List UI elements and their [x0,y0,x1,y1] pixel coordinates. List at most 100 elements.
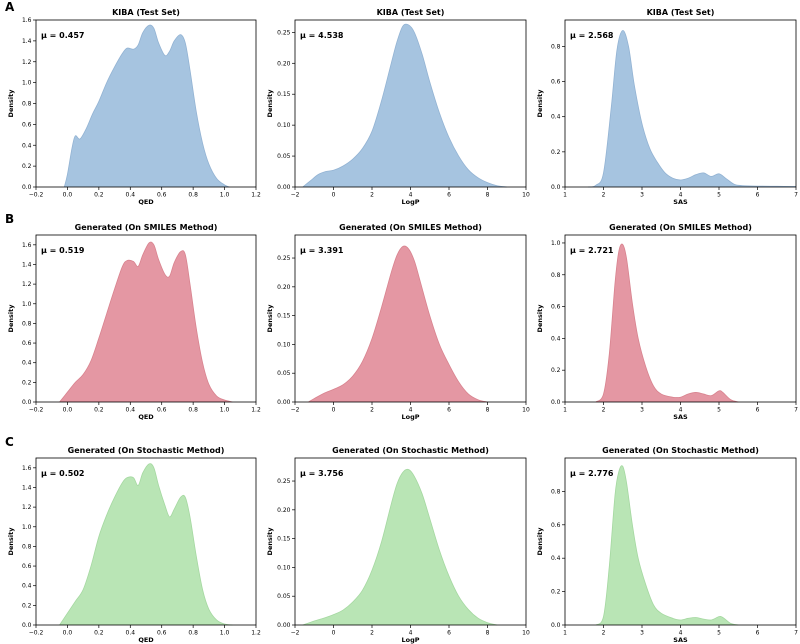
y-tick-label: 0.0 [22,622,32,629]
mean-annotation: μ = 3.756 [300,469,344,478]
x-tick-label: 10 [522,192,530,199]
y-tick-label: 0.4 [551,335,561,342]
density-area [302,469,498,625]
y-tick-label: 0.4 [551,114,561,121]
y-tick-label: 0.4 [551,555,561,562]
x-tick-label: 0.4 [126,192,136,199]
x-tick-label: 0.6 [157,192,167,199]
x-tick-label: 2 [602,192,606,199]
plot-frame [564,19,797,188]
x-tick-label: 5 [717,407,721,414]
x-tick-label: 0.0 [63,407,73,414]
y-tick-label: 1.2 [22,504,32,511]
y-tick-label: 0.15 [277,536,291,543]
x-tick-label: 4 [409,192,413,199]
y-tick-label: 0.10 [277,341,291,348]
x-tick-label: 5 [717,192,721,199]
x-tick-label: 0.2 [94,407,104,414]
y-tick-label: 0.0 [551,399,561,406]
chart-title: KIBA (Test Set) [377,8,445,17]
x-tick-label: 2 [602,630,606,637]
y-tick-label: 0.20 [277,284,291,291]
chart-a-3: 1 2 3 4 5 6 7 0.0 0.2 0.4 0.6 0.8 KIBA (Test Set) SAS… [536,8,798,206]
y-tick-label: 1.0 [551,240,561,247]
y-tick-label: 0.6 [22,563,32,570]
density-area [64,24,230,187]
x-tick-label: 7 [794,407,798,414]
density-area [59,463,233,625]
x-tick-label: 4 [679,192,683,199]
x-axis-label: QED [138,636,154,644]
x-axis-label: LogP [401,413,419,421]
x-tick-label: 5 [717,630,721,637]
charts-group: −0.2 0.0 0.2 0.4 0.6 0.8 1.0 1.2 0.0 0.2 0.4 0.6 0.8… [7,8,798,644]
x-tick-label: 0.8 [188,192,198,199]
chart-a-1: −0.2 0.0 0.2 0.4 0.6 0.8 1.0 1.20.00.20.40.60.8… [7,8,261,206]
x-tick-label: 2 [370,407,374,414]
plot-frame [564,457,797,626]
y-tick-label: 0.6 [22,340,32,347]
y-tick-label: 1.0 [22,80,32,87]
x-tick-label: 6 [756,192,760,199]
plot-frame [35,457,257,626]
y-tick-label: 0.2 [551,589,561,596]
y-tick-label: 0.00 [277,184,291,191]
density-area [595,244,739,402]
y-tick-label: 0.20 [277,60,291,67]
x-tick-label: 0.8 [188,407,198,414]
chart-title: KIBA (Test Set) [112,8,180,17]
x-tick-label: 6 [447,192,451,199]
x-tick-label: 0.2 [94,630,104,637]
x-tick-label: 4 [679,630,683,637]
x-tick-label: 7 [794,630,798,637]
y-axis-label: Density [536,304,544,333]
y-tick-label: 0.25 [277,478,291,485]
density-curve [595,465,739,626]
y-axis-label: Density [7,527,15,556]
x-axis-label: QED [138,413,154,421]
y-tick-label: 0.0 [551,622,561,629]
chart-title: Generated (On SMILES Method) [75,223,218,232]
y-tick-label: 0.00 [277,622,291,629]
x-tick-label: 6 [447,630,451,637]
x-tick-label: 1.2 [251,192,261,199]
density-curve [588,30,797,188]
chart-title: Generated (On Stochastic Method) [68,446,225,455]
y-tick-label: 0.10 [277,564,291,571]
y-tick-label: 0.4 [22,142,32,149]
x-tick-label: −0.2 [29,407,44,414]
x-axis-label: SAS [673,198,688,206]
density-curve [595,243,739,403]
x-tick-label: 0.0 [63,192,73,199]
x-tick-label: 3 [640,630,644,637]
y-axis-label: Density [536,527,544,556]
mean-annotation: μ = 0.519 [41,246,85,255]
chart-title: Generated (On Stochastic Method) [332,446,489,455]
chart-title: KIBA (Test Set) [647,8,715,17]
mean-annotation: μ = 3.391 [300,246,344,255]
panel-letter-b: B [5,212,14,226]
y-tick-label: 1.6 [22,465,32,472]
x-tick-label: −2 [291,192,300,199]
y-tick-label: 1.4 [22,261,32,268]
y-tick-label: 0.6 [551,304,561,311]
mean-annotation: μ = 0.457 [41,31,84,40]
chart-b-3: 1 2 3 4 5 6 7 0.0 0.2 0.4 0.6 0.8 1.0 Generated (On S… [536,223,798,421]
x-tick-label: 6 [447,407,451,414]
x-tick-label: 2 [602,407,606,414]
mean-annotation: μ = 2.721 [570,246,614,255]
panel-letter-a: A [5,0,15,14]
density-curve [308,245,488,403]
chart-a-2: −2 0 2 4 6 8 10 0.00 0.05 0.10 0.15 0.20 0.25 KIBA (T… [266,8,530,206]
chart-title: Generated (On SMILES Method) [339,223,482,232]
x-tick-label: −2 [291,630,300,637]
y-tick-label: 0.05 [277,153,291,160]
density-area [588,30,796,187]
y-tick-label: 0.10 [277,122,291,129]
y-axis-label: Density [7,304,15,333]
x-tick-label: 2 [370,192,374,199]
density-area [59,242,233,402]
x-tick-label: 0 [332,407,336,414]
x-tick-label: 0.0 [63,630,73,637]
y-tick-label: 0.2 [22,602,32,609]
